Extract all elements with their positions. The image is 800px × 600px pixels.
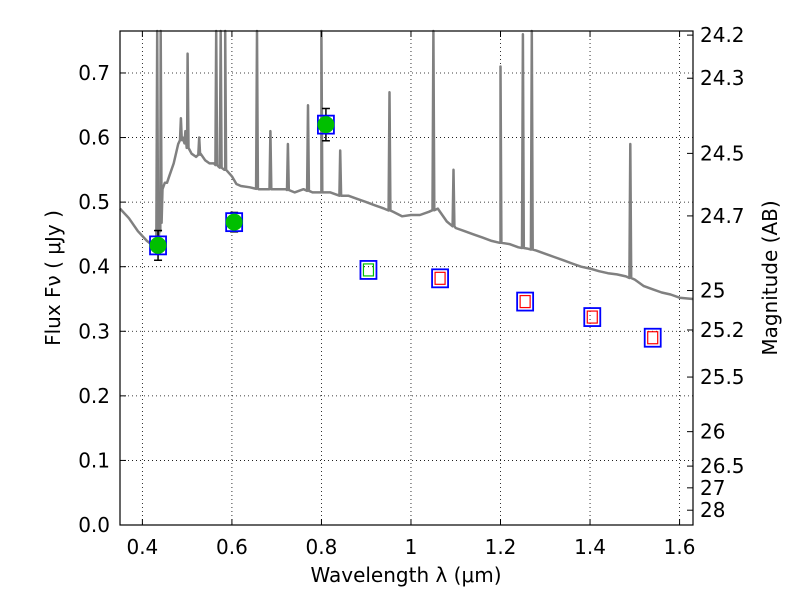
y-tick-label: 0.1 xyxy=(78,448,110,472)
synthetic-photometry-marker xyxy=(643,327,662,348)
mag-tick-label: 24.5 xyxy=(700,141,745,165)
mag-tick-label: 24.3 xyxy=(700,66,745,90)
synthetic-photometry-marker xyxy=(583,307,602,327)
mag-tick-label: 24.7 xyxy=(700,204,745,228)
mag-tick-label: 24.2 xyxy=(700,23,745,47)
mag-tick-label: 26.5 xyxy=(700,454,745,478)
synthetic-photometry-marker xyxy=(359,260,378,280)
x-tick-label: 0.8 xyxy=(306,535,338,559)
mag-tick-label: 25.5 xyxy=(700,365,745,389)
y-axis-left: 0.0 0.1 0.2 0.3 0.4 0.5 0.6 0.7 xyxy=(78,61,126,537)
spectrum-line xyxy=(119,29,694,301)
upper-limit-marker xyxy=(362,263,375,277)
y-tick-label: 0.5 xyxy=(78,190,110,214)
x-axis: 0.4 0.6 0.8 1 1.2 1.4 1.6 xyxy=(126,31,695,559)
x-tick-label: 0.4 xyxy=(126,535,158,559)
x-tick-label: 1.6 xyxy=(664,535,696,559)
x-tick-label: 1 xyxy=(405,535,418,559)
x-tick-label: 1.4 xyxy=(574,535,606,559)
upper-limit-marker xyxy=(647,331,659,345)
y-tick-label: 0.6 xyxy=(78,126,110,150)
y-tick-label: 0.0 xyxy=(78,513,110,537)
y-axis-label: Flux Fν ( μJy ) xyxy=(41,210,65,346)
x-axis-label: Wavelength λ (μm) xyxy=(310,563,501,587)
y-tick-label: 0.3 xyxy=(78,319,110,343)
mag-tick-label: 25.2 xyxy=(700,318,745,342)
spectrum-layer xyxy=(119,29,694,301)
upper-limit-marker xyxy=(519,294,531,309)
mag-tick-label: 27 xyxy=(700,476,725,500)
y-axis-right-label: Magnitude (AB) xyxy=(758,200,782,355)
x-tick-label: 1.2 xyxy=(485,535,517,559)
y-tick-label: 0.4 xyxy=(78,255,110,279)
upper-limit-marker xyxy=(586,310,598,324)
y-tick-label: 0.7 xyxy=(78,61,110,85)
upper-limit-marker xyxy=(434,271,446,285)
measured-photometry-point xyxy=(149,236,167,254)
grid xyxy=(120,31,693,526)
marker-layer xyxy=(149,114,662,348)
mag-tick-label: 28 xyxy=(700,498,725,522)
mag-tick-label: 25 xyxy=(700,279,725,303)
measured-photometry-point xyxy=(225,213,243,231)
measured-photometry-point xyxy=(317,116,335,134)
synthetic-photometry-marker xyxy=(516,291,535,312)
mag-tick-label: 26 xyxy=(700,420,725,444)
x-tick-label: 0.6 xyxy=(216,535,248,559)
synthetic-photometry-marker xyxy=(431,268,449,289)
plot-frame xyxy=(119,30,694,526)
y-tick-label: 0.2 xyxy=(78,384,110,408)
